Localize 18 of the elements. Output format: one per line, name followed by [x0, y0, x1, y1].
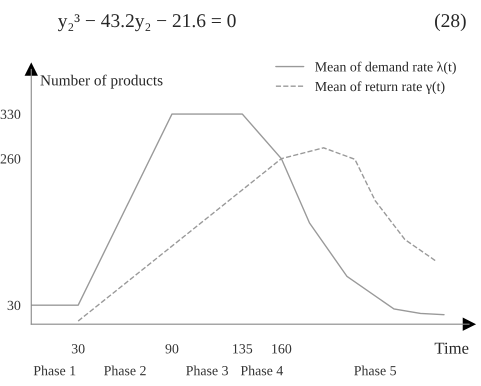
- text: Phase 2: [104, 366, 146, 376]
- text: Phase 4: [240, 366, 284, 376]
- text: y₂³ − 43.2y₂ − 21.6 = 0: [58, 14, 236, 32]
- text: (28): [435, 14, 466, 32]
- x-tick-label: 160: [272, 344, 292, 354]
- y-tick-label: 30: [8, 300, 20, 310]
- text: Phase 3: [186, 366, 228, 376]
- text: Phase 5: [354, 366, 396, 376]
- legend-label: Mean of return rate γ(t): [315, 81, 444, 94]
- x-tick-label: 135: [233, 344, 252, 354]
- y-tick-label: 330: [0, 110, 20, 120]
- y-axis-title: Number of products: [40, 74, 163, 89]
- x-tick-label: 90: [165, 344, 178, 354]
- x-axis-title: Time: [434, 342, 468, 354]
- text: Phase 1: [34, 366, 76, 376]
- x-tick-label: 30: [72, 344, 85, 354]
- y-tick-label: 260: [0, 154, 20, 164]
- legend-label: Mean of demand rate λ(t): [315, 62, 456, 74]
